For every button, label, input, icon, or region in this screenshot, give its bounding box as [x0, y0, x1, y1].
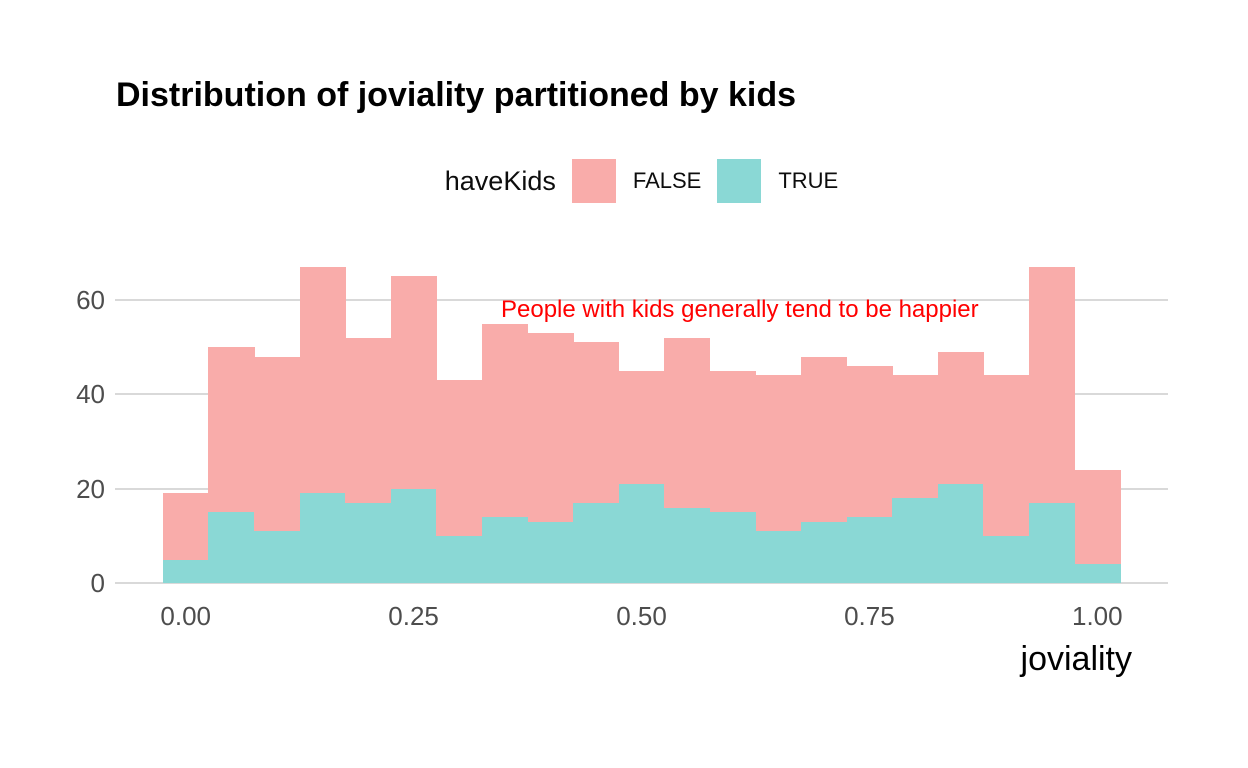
bar-segment-true [390, 488, 437, 583]
histogram-bar [892, 375, 939, 583]
bar-segment-true [345, 502, 392, 583]
y-tick-label-60: 60 [76, 284, 105, 315]
bar-segment-false [664, 337, 711, 508]
plot-panel [115, 248, 1168, 584]
bar-segment-false [937, 351, 984, 484]
histogram-bar [390, 276, 437, 583]
x-tick-label-1.00: 1.00 [1071, 601, 1123, 631]
bar-segment-false [162, 493, 210, 560]
bar-segment-true [299, 493, 346, 583]
bar-segment-true [208, 512, 255, 583]
histogram-bar [618, 370, 665, 583]
histogram-bar [573, 342, 620, 583]
legend-title: haveKids [444, 165, 556, 196]
x-tick-label-0.75: 0.75 [844, 601, 895, 631]
bar-segment-false [208, 347, 255, 513]
bar-segment-false [709, 370, 757, 513]
bar-segment-true [983, 535, 1030, 583]
histogram-bar [436, 380, 483, 583]
x-axis-title: joviality [1020, 640, 1132, 678]
bar-segment-true [436, 535, 483, 583]
bar-segment-true [846, 517, 893, 584]
annotation-text: People with kids generally tend to be ha… [501, 296, 979, 323]
bar-segment-true [892, 498, 939, 583]
histogram-bar [1029, 266, 1076, 583]
bar-segment-true [937, 483, 984, 583]
histogram-bar [846, 366, 893, 584]
bar-segment-true [573, 502, 620, 583]
bar-segment-true [755, 531, 802, 583]
bar-segment-false [801, 356, 848, 522]
bar-segment-true [1029, 502, 1076, 583]
bar-segment-false [482, 323, 529, 517]
legend-label-false: FALSE [632, 168, 702, 193]
histogram-bar [527, 332, 574, 583]
histogram-bar [254, 356, 301, 584]
histogram-bar [664, 337, 711, 583]
bar-segment-true [801, 521, 848, 583]
histogram-bar [345, 337, 392, 583]
histogram-bar [983, 375, 1030, 583]
y-tick-label-0: 0 [90, 568, 105, 598]
histogram-bar [709, 370, 757, 583]
bar-segment-false [527, 332, 574, 522]
bar-segment-false [1074, 469, 1121, 565]
legend: haveKids FALSE TRUE [115, 158, 1168, 204]
histogram-bar [208, 347, 255, 583]
histogram-bar [162, 493, 210, 584]
histogram-bar [299, 266, 346, 583]
bar-segment-false [1029, 266, 1076, 503]
bar-segment-true [1074, 564, 1121, 584]
histogram-bar [801, 356, 848, 584]
bar-segment-true [618, 483, 665, 583]
bar-segment-false [345, 337, 392, 503]
bar-segment-true [254, 531, 301, 583]
bar-segment-false [983, 375, 1030, 536]
bar-segment-true [664, 507, 711, 583]
gridline-y-0 [115, 582, 1168, 584]
y-tick-label-20: 20 [76, 473, 105, 504]
x-tick-label-0.25: 0.25 [388, 601, 439, 631]
bar-segment-true [527, 521, 574, 583]
bar-segment-false [254, 356, 301, 532]
bar-segment-false [846, 366, 893, 517]
plot-title: Distribution of joviality partitioned by… [116, 76, 797, 114]
x-tick-label-0.50: 0.50 [616, 601, 667, 631]
bar-segment-false [618, 370, 665, 484]
legend-swatch-false [571, 159, 616, 203]
histogram-bar [755, 375, 802, 583]
bar-segment-false [573, 342, 620, 503]
bar-segment-false [892, 375, 939, 499]
bar-segment-false [436, 380, 483, 536]
bar-segment-false [390, 276, 437, 489]
histogram-bar [937, 351, 984, 583]
histogram-bar [1074, 469, 1121, 584]
histogram-bar [482, 323, 529, 584]
bar-segment-true [482, 517, 529, 584]
bar-segment-true [709, 512, 757, 583]
bar-segment-false [755, 375, 802, 532]
y-tick-label-40: 40 [76, 379, 105, 410]
bar-segment-false [299, 266, 346, 494]
legend-label-true: TRUE [778, 168, 839, 193]
x-tick-label-0.00: 0.00 [160, 601, 211, 631]
bar-segment-true [162, 559, 210, 584]
legend-swatch-true [717, 159, 762, 203]
gridline-y-60 [115, 298, 1168, 301]
